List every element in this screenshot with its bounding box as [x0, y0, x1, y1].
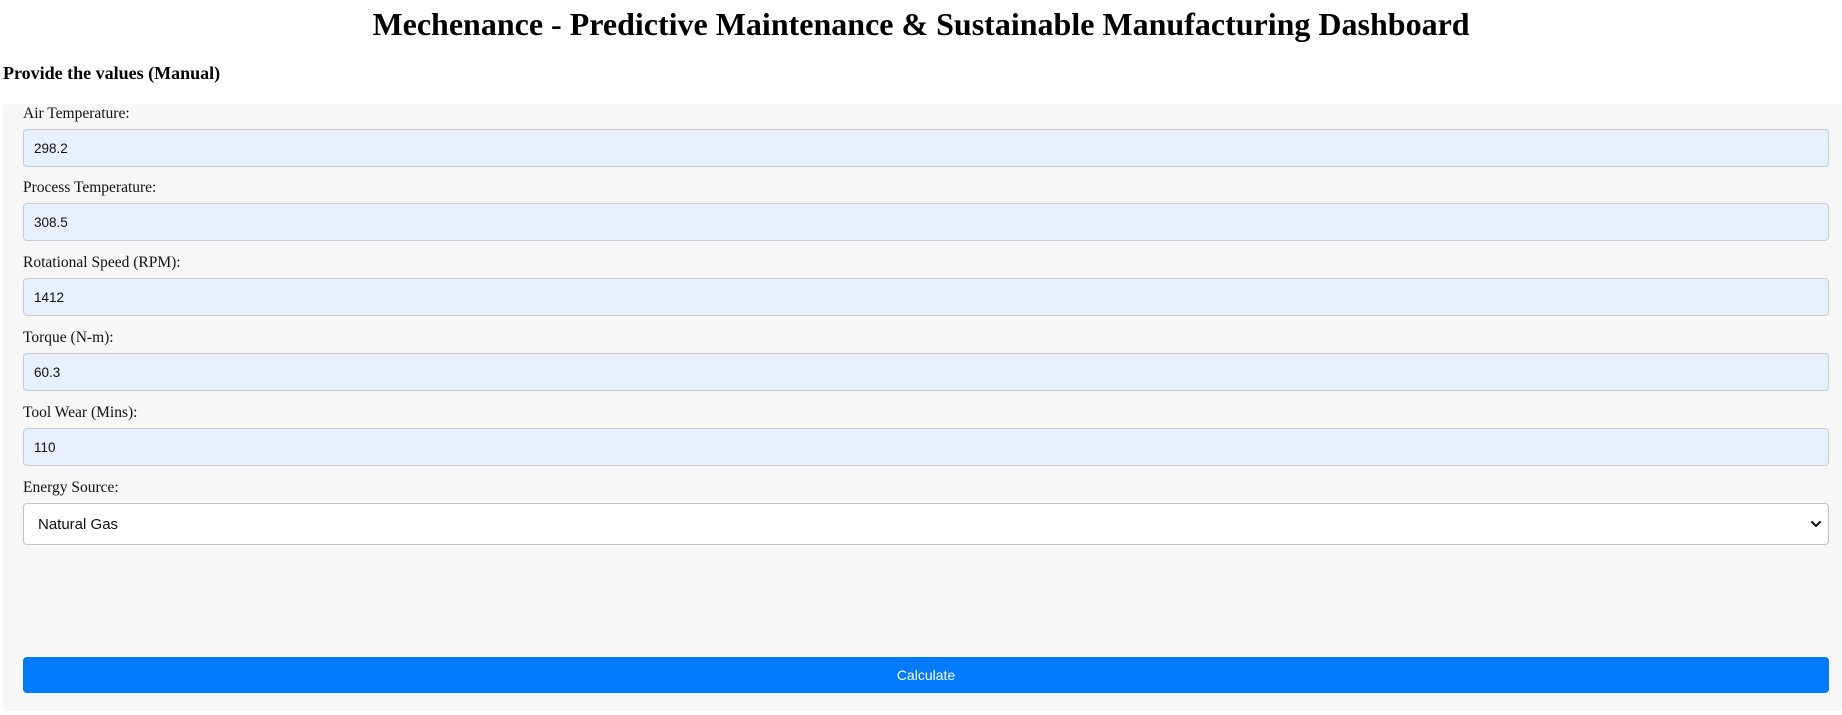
section-title: Provide the values (Manual): [3, 63, 221, 83]
rotational-speed-input[interactable]: [23, 278, 1829, 316]
air-temperature-input[interactable]: [23, 129, 1829, 167]
energy-source-label: Energy Source:: [23, 479, 119, 496]
process-temperature-group: Process Temperature:: [23, 179, 1829, 241]
tool-wear-group: Tool Wear (Mins):: [23, 404, 1829, 466]
energy-source-select[interactable]: Natural Gas: [23, 503, 1829, 545]
torque-label: Torque (N-m):: [23, 329, 114, 346]
rotational-speed-label: Rotational Speed (RPM):: [23, 254, 181, 271]
process-temperature-input[interactable]: [23, 203, 1829, 241]
torque-input[interactable]: [23, 353, 1829, 391]
torque-group: Torque (N-m):: [23, 329, 1829, 391]
page-title: Mechenance - Predictive Maintenance & Su…: [372, 6, 1470, 42]
process-temperature-label: Process Temperature:: [23, 179, 157, 196]
energy-source-select-wrap: Natural Gas: [23, 503, 1829, 545]
air-temperature-group: Air Temperature:: [23, 104, 1829, 167]
rotational-speed-group: Rotational Speed (RPM):: [23, 254, 1829, 316]
calculate-button[interactable]: Calculate: [23, 657, 1829, 693]
air-temperature-label: Air Temperature:: [23, 105, 130, 122]
tool-wear-label: Tool Wear (Mins):: [23, 404, 138, 421]
input-form-panel: Air Temperature: Process Temperature: Ro…: [3, 104, 1842, 711]
tool-wear-input[interactable]: [23, 428, 1829, 466]
energy-source-group: Energy Source: Natural Gas: [23, 479, 1829, 545]
